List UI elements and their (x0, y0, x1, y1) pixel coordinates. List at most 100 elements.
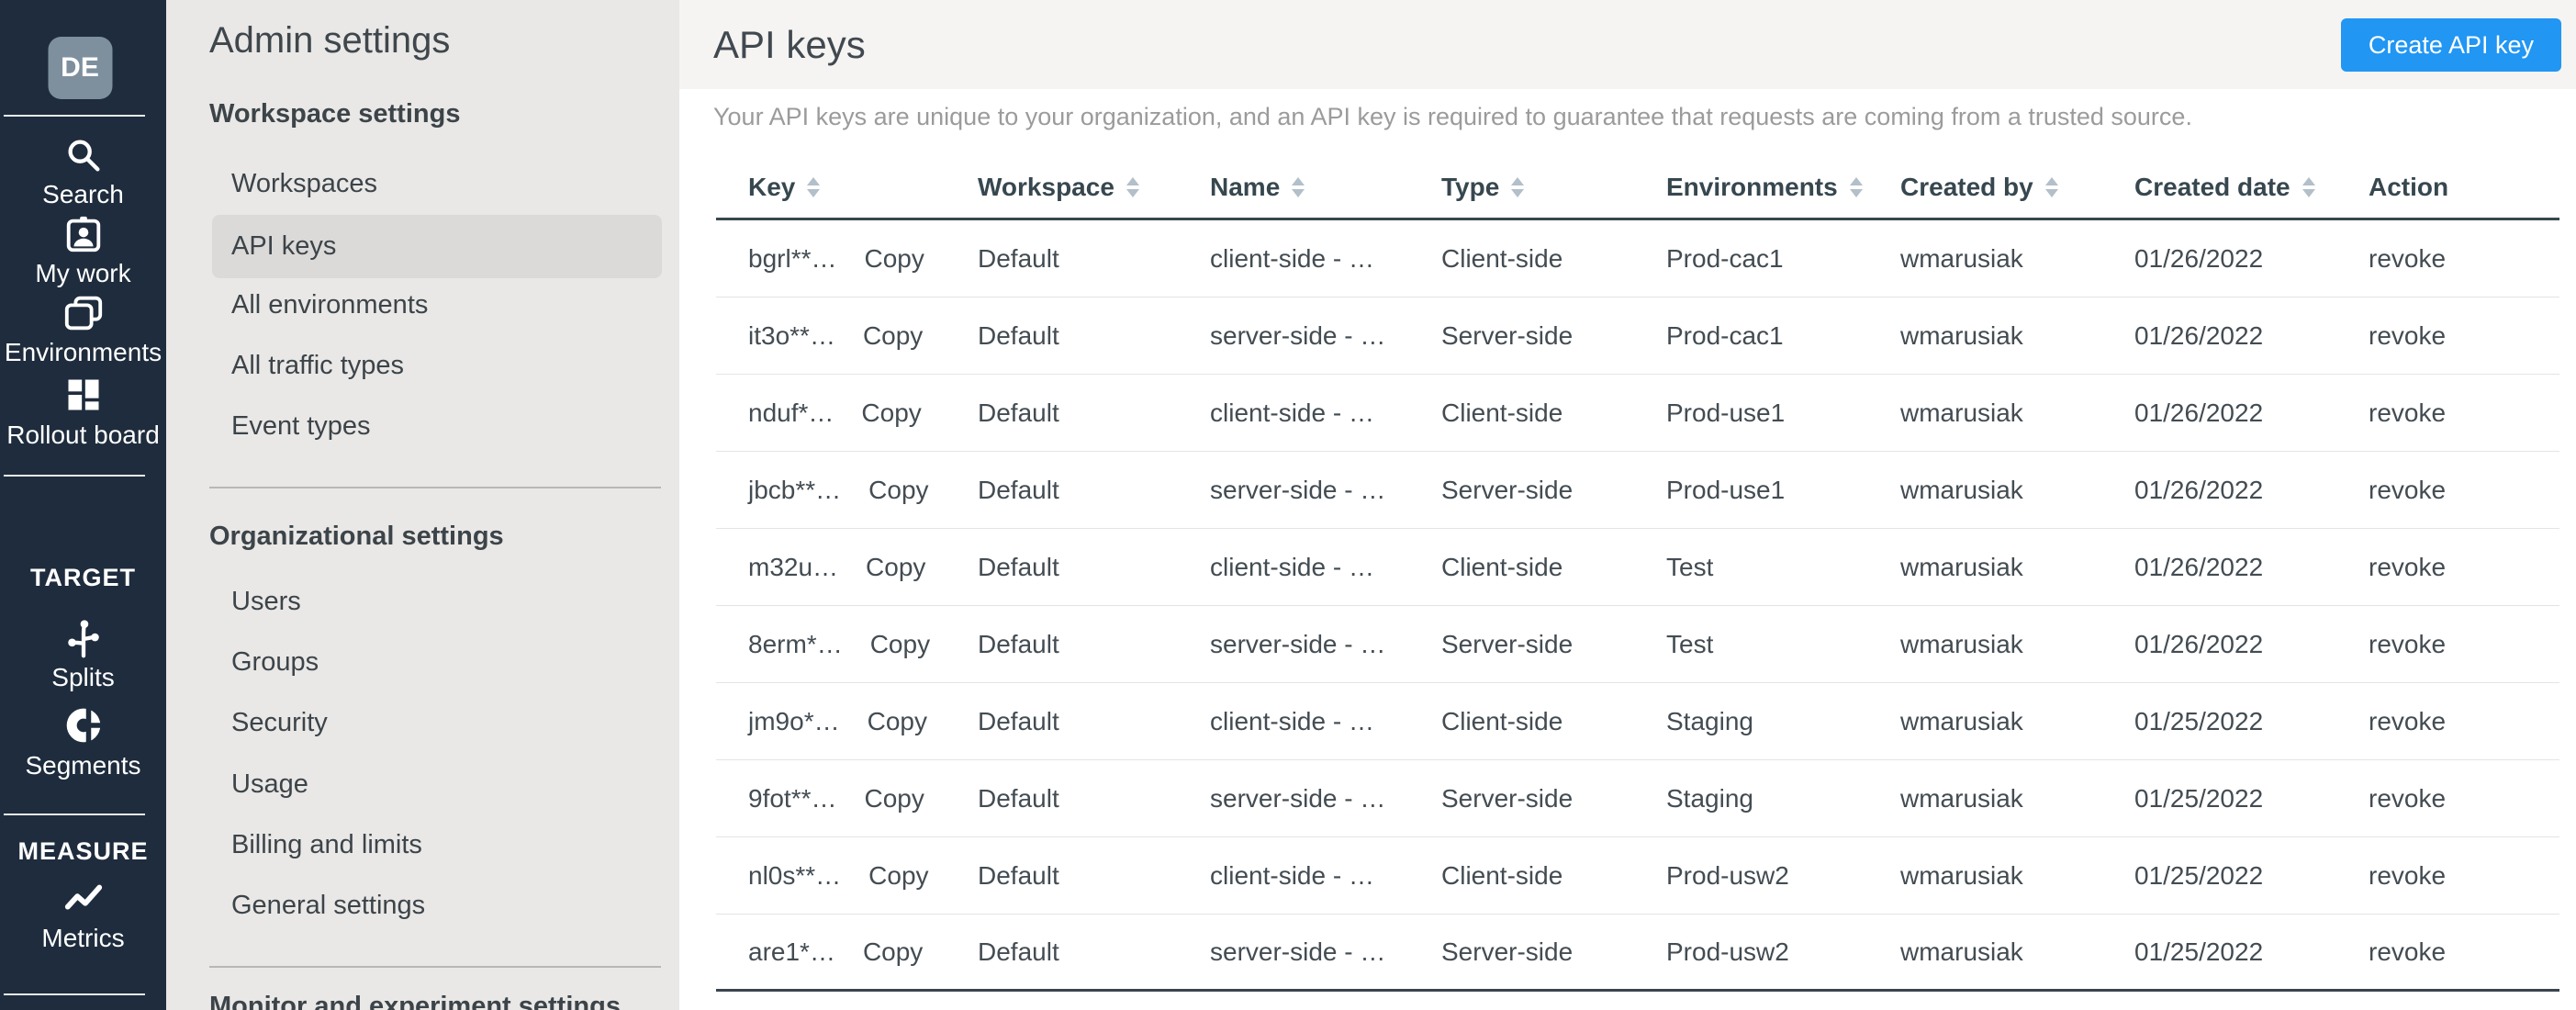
environments-cell: Test (1666, 629, 1714, 658)
revoke-link[interactable]: revoke (2369, 475, 2447, 504)
name-cell: client-side - … (1210, 398, 1374, 427)
sort-icon[interactable] (1511, 176, 1525, 197)
revoke-link[interactable]: revoke (2369, 783, 2447, 813)
settings-item-event-types[interactable]: Event types (231, 411, 371, 441)
create-api-key-button[interactable]: Create API key (2340, 18, 2561, 72)
api-key-value: are1*… (748, 937, 835, 966)
revoke-link[interactable]: revoke (2369, 398, 2447, 427)
created-by-cell: wmarusiak (1900, 320, 2023, 350)
column-header-created-date[interactable]: Created date (2102, 173, 2336, 202)
settings-item-billing-and-limits[interactable]: Billing and limits (231, 830, 422, 859)
sort-icon[interactable] (1126, 176, 1139, 197)
column-header-workspace[interactable]: Workspace (946, 173, 1178, 202)
sidebar-divider (4, 814, 145, 815)
table-row: nl0s**… Copy Default client-side - … Clie… (716, 837, 2559, 915)
settings-item-workspaces[interactable]: Workspaces (231, 169, 378, 198)
revoke-link[interactable]: revoke (2369, 937, 2447, 966)
column-header-name[interactable]: Name (1178, 173, 1409, 202)
created-by-cell: wmarusiak (1900, 706, 2023, 735)
copy-button[interactable]: Copy (868, 475, 929, 504)
column-header-action: Action (2369, 172, 2449, 201)
copy-button[interactable]: Copy (868, 860, 929, 890)
copy-button[interactable]: Copy (864, 243, 924, 273)
workspace-cell: Default (978, 629, 1059, 658)
page-title: API keys (713, 22, 866, 66)
column-header-type[interactable]: Type (1409, 173, 1634, 202)
settings-item-general-settings[interactable]: General settings (231, 891, 426, 920)
workspace-cell: Default (978, 243, 1059, 273)
environments-cell: Prod-usw2 (1666, 937, 1789, 966)
copy-button[interactable]: Copy (866, 552, 926, 581)
sidebar-item-rollout-board[interactable]: Rollout board (0, 375, 166, 450)
column-header-key[interactable]: Key (716, 173, 946, 202)
sort-icon[interactable] (1849, 176, 1863, 197)
created-date-cell: 01/26/2022 (2134, 243, 2264, 273)
settings-item-usage[interactable]: Usage (231, 769, 308, 799)
copy-button[interactable]: Copy (867, 706, 927, 735)
column-header-environments[interactable]: Environments (1634, 173, 1868, 202)
settings-item-all-environments[interactable]: All environments (231, 290, 429, 320)
table-row: it3o**… Copy Default server-side - … Serv… (716, 297, 2559, 375)
api-key-value: jm9o*… (748, 706, 840, 735)
name-cell: client-side - … (1210, 243, 1374, 273)
revoke-link[interactable]: revoke (2369, 860, 2447, 890)
key-cell: 9fot**… Copy (716, 784, 946, 814)
copy-button[interactable]: Copy (862, 937, 924, 966)
name-cell: client-side - … (1210, 552, 1374, 581)
environments-icon (62, 292, 105, 334)
table-row: m32u… Copy Default client-side - … Client… (716, 529, 2559, 606)
type-cell: Client-side (1441, 243, 1563, 273)
sort-icon[interactable] (1292, 176, 1305, 197)
sort-icon[interactable] (2044, 176, 2058, 197)
table-body: bgrl**… Copy Default client-side - … Clie… (716, 220, 2559, 992)
type-cell: Client-side (1441, 398, 1563, 427)
sidebar-item-my-work[interactable]: My work (0, 213, 166, 288)
revoke-link[interactable]: revoke (2369, 320, 2447, 350)
sidebar-divider (4, 115, 145, 117)
settings-divider (209, 966, 661, 968)
copy-button[interactable]: Copy (869, 629, 931, 658)
table-row: jm9o*… Copy Default client-side - … Clien… (716, 683, 2559, 760)
sidebar-item-environments[interactable]: Environments (0, 292, 166, 367)
api-key-value: m32u… (748, 552, 839, 581)
primary-sidebar: DE Search My work Environments Rollout b… (0, 0, 166, 1010)
name-cell: client-side - … (1210, 706, 1374, 735)
sidebar-item-search[interactable]: Search (0, 134, 166, 209)
sort-icon[interactable] (2302, 176, 2315, 197)
key-cell: jm9o*… Copy (716, 707, 946, 736)
revoke-link[interactable]: revoke (2369, 629, 2447, 658)
page-header-band (679, 0, 2576, 89)
settings-divider (209, 487, 661, 488)
sidebar-section-target: TARGET (30, 564, 136, 591)
created-date-cell: 01/26/2022 (2134, 398, 2264, 427)
environments-cell: Prod-cac1 (1666, 320, 1784, 350)
copy-button[interactable]: Copy (861, 398, 922, 427)
environments-cell: Prod-use1 (1666, 475, 1786, 504)
copy-button[interactable]: Copy (864, 783, 924, 813)
column-header-created-by[interactable]: Created by (1868, 173, 2102, 202)
type-cell: Server-side (1441, 783, 1574, 813)
avatar-initials: DE (61, 52, 99, 83)
revoke-link[interactable]: revoke (2369, 243, 2447, 273)
table-row: 8erm*… Copy Default server-side - … Serve… (716, 606, 2559, 683)
environments-cell: Staging (1666, 783, 1753, 813)
type-cell: Server-side (1441, 320, 1574, 350)
settings-item-users[interactable]: Users (231, 587, 301, 616)
page-description: Your API keys are unique to your organiz… (713, 103, 2192, 130)
revoke-link[interactable]: revoke (2369, 552, 2447, 581)
type-cell: Client-side (1441, 860, 1563, 890)
settings-item-all-traffic-types[interactable]: All traffic types (231, 351, 405, 380)
copy-button[interactable]: Copy (862, 320, 924, 350)
sidebar-item-splits[interactable]: Splits (0, 617, 166, 692)
sidebar-item-segments[interactable]: Segments (0, 705, 166, 780)
settings-item-security[interactable]: Security (231, 708, 328, 737)
settings-item-groups[interactable]: Groups (231, 647, 319, 677)
settings-item-api-keys[interactable]: API keys (212, 215, 662, 278)
sidebar-item-metrics[interactable]: Metrics (0, 878, 166, 953)
key-cell: bgrl**… Copy (716, 244, 946, 274)
segments-icon (62, 705, 105, 747)
key-cell: it3o**… Copy (716, 321, 946, 351)
sort-icon[interactable] (807, 176, 821, 197)
revoke-link[interactable]: revoke (2369, 706, 2447, 735)
avatar[interactable]: DE (48, 37, 112, 99)
